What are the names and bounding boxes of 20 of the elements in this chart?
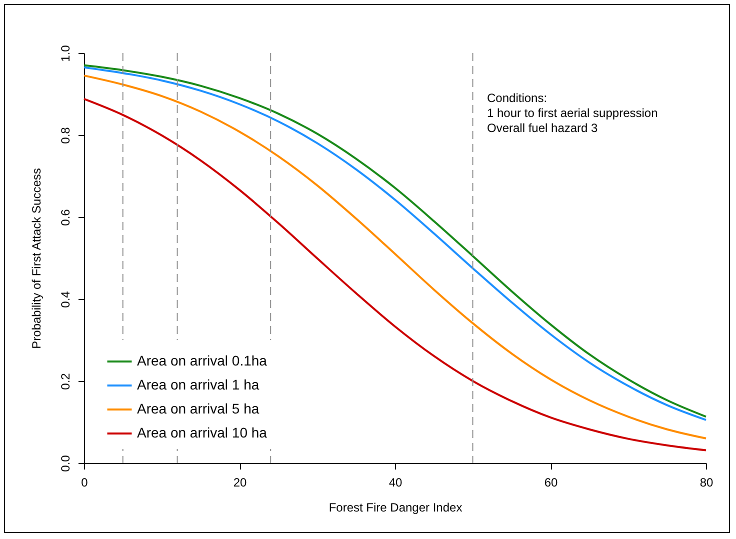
x-tick-label: 80 [700, 476, 714, 490]
x-tick-label: 40 [388, 476, 402, 490]
legend-label: Area on arrival 5 ha [137, 400, 260, 416]
legend-label: Area on arrival 1 ha [137, 376, 260, 392]
x-tick-label: 20 [233, 476, 247, 490]
y-tick-label: 0.0 [58, 454, 72, 472]
x-axis-title: Forest Fire Danger Index [328, 500, 462, 514]
y-tick-label: 0.2 [58, 372, 72, 390]
x-tick-label: 0 [81, 476, 88, 490]
annotation: Overall fuel hazard 3 [487, 121, 598, 135]
legend-label: Area on arrival 0.1ha [137, 352, 268, 368]
x-tick-label: 60 [544, 476, 558, 490]
annotation: Conditions: [487, 91, 548, 105]
y-tick-label: 0.6 [58, 208, 72, 226]
y-tick-label: 1.0 [58, 44, 72, 62]
y-axis-title: Probability of First Attack Success [30, 168, 44, 349]
annotation: 1 hour to first aerial suppression [487, 106, 658, 120]
y-tick-label: 0.4 [58, 290, 72, 308]
y-tick-label: 0.8 [58, 126, 72, 144]
legend-label: Area on arrival 10 ha [137, 424, 268, 440]
